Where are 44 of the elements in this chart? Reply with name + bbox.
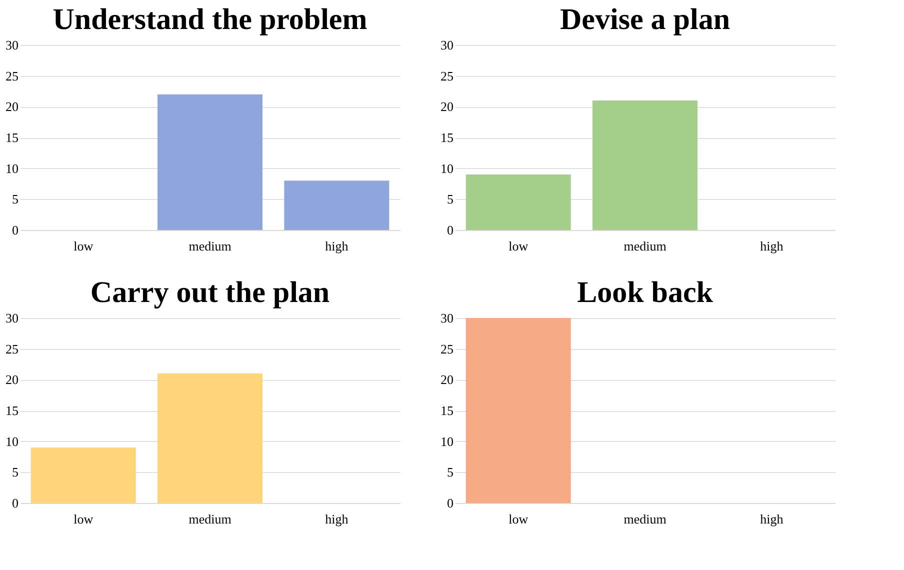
y-tick-label: 20	[440, 372, 454, 388]
y-tick-label: 30	[440, 310, 454, 326]
y-tick-label: 25	[6, 68, 18, 84]
x-tick-label: low	[74, 238, 94, 254]
x-tick-label: low	[508, 238, 529, 254]
x-tick-label: medium	[624, 238, 666, 254]
x-tick-label: medium	[624, 512, 666, 526]
y-tick-label: 15	[440, 403, 454, 418]
y-tick-label: 5	[12, 192, 18, 207]
chart-title: Carry out the plan	[90, 276, 330, 309]
chart-title: Look back	[577, 276, 714, 309]
x-tick-label: medium	[188, 512, 232, 526]
x-tick-label: high	[325, 512, 349, 526]
y-tick-label: 0	[12, 222, 18, 238]
y-tick-label: 25	[440, 68, 454, 84]
y-tick-label: 15	[6, 403, 18, 418]
x-tick-label: medium	[188, 238, 232, 254]
x-tick-label: low	[508, 512, 529, 526]
y-tick-label: 30	[6, 38, 18, 52]
y-tick-label: 0	[12, 496, 18, 510]
x-tick-label: high	[325, 238, 349, 254]
y-tick-label: 20	[440, 99, 454, 114]
y-tick-label: 20	[6, 99, 18, 114]
x-tick-label: high	[760, 512, 784, 526]
y-tick-label: 5	[447, 464, 454, 480]
y-tick-label: 25	[6, 341, 18, 356]
chart-title: Understand the problem	[52, 3, 368, 36]
x-tick-label: high	[760, 238, 784, 254]
chart-title: Devise a plan	[560, 3, 730, 36]
y-tick-label: 15	[6, 130, 18, 145]
x-tick-label: low	[74, 512, 94, 526]
y-tick-label: 0	[447, 496, 454, 510]
y-tick-label: 10	[440, 434, 454, 449]
y-tick-label: 0	[447, 222, 454, 238]
y-tick-label: 10	[6, 160, 18, 176]
y-tick-label: 15	[440, 130, 454, 145]
y-tick-label: 10	[6, 434, 18, 449]
y-tick-label: 10	[440, 160, 454, 176]
y-tick-label: 5	[447, 192, 454, 207]
y-tick-label: 30	[440, 38, 454, 52]
y-tick-label: 5	[12, 464, 18, 480]
y-tick-label: 25	[440, 341, 454, 356]
y-tick-label: 20	[6, 372, 18, 388]
y-tick-label: 30	[6, 310, 18, 326]
